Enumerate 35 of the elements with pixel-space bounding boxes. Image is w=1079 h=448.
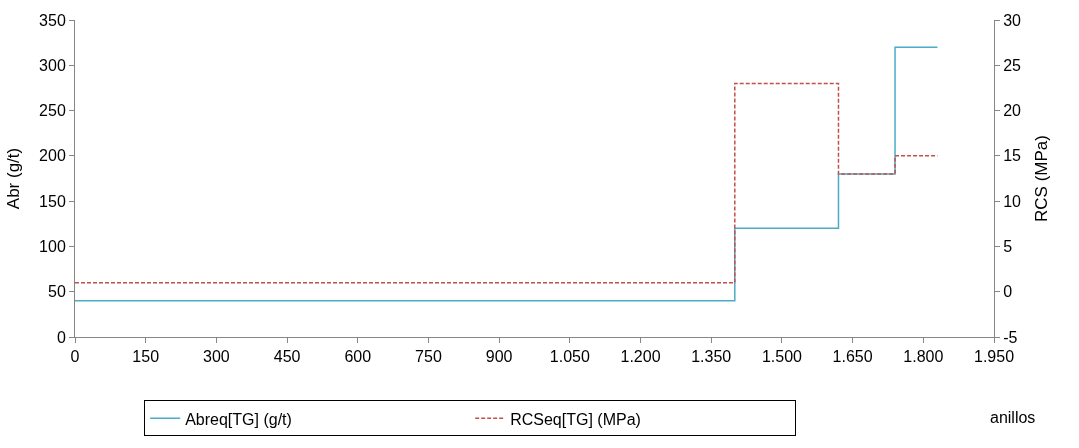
x-tick-label: 1.500 [761, 348, 803, 366]
x-tick-label: 1.200 [620, 348, 661, 366]
x-tick-label: 900 [485, 348, 513, 366]
x-tick-label: 1.350 [691, 348, 732, 366]
x-tick-label: 1.050 [549, 348, 590, 366]
y-tick-label: 100 [39, 238, 66, 256]
y-tick-label: 50 [48, 283, 66, 301]
y-axis-title: Abr (g/t) [3, 147, 23, 210]
x-tick-label: 1.950 [973, 348, 1015, 366]
y-tick-label: 0 [56, 328, 66, 346]
y-tick-label: 350 [39, 11, 66, 29]
x-tick-label: 300 [203, 348, 230, 366]
y2-axis-title: RCS (MPa) [1032, 135, 1052, 222]
y-tick-label: 200 [39, 147, 66, 165]
x-tick-label: 1.650 [832, 348, 873, 366]
y2-tick-label: 20 [1003, 102, 1022, 120]
y-tick-label: 250 [39, 102, 66, 120]
x-tick-label: 750 [415, 348, 442, 366]
y2-tick-label: -5 [1003, 328, 1018, 346]
legend-label: Abreq[TG] (g/t) [185, 410, 292, 428]
y2-tick-label: 0 [1003, 283, 1013, 301]
y2-tick-label: 10 [1003, 192, 1022, 210]
x-tick-label: 1.800 [903, 348, 944, 366]
x-tick-label: 0 [70, 348, 80, 366]
x-tick-label: 450 [273, 348, 301, 366]
legend-label: RCSeq[TG] (MPa) [510, 410, 641, 428]
y2-tick-label: 30 [1003, 11, 1022, 29]
y2-tick-label: 15 [1003, 147, 1022, 165]
x-tick-label: 150 [132, 348, 160, 366]
y2-tick-label: 25 [1003, 56, 1022, 74]
x-axis-title: anillos [990, 409, 1036, 426]
y2-tick-label: 5 [1003, 238, 1013, 256]
x-tick-label: 600 [344, 348, 372, 366]
y-tick-label: 300 [39, 56, 66, 74]
y-tick-label: 150 [39, 192, 66, 210]
